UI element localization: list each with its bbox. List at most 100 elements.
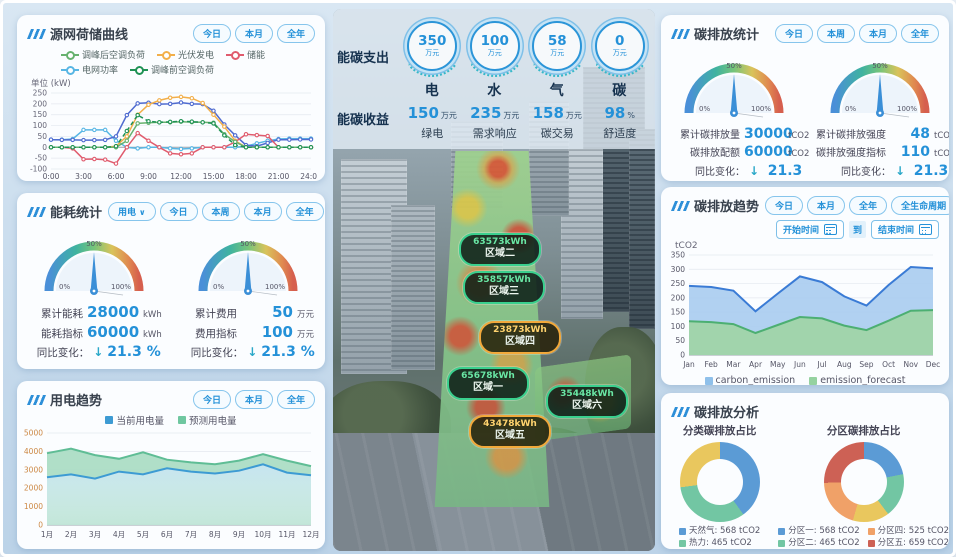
revenue-item: 98% 舒适度 <box>589 103 652 141</box>
svg-text:18:00: 18:00 <box>235 172 257 181</box>
time-filter-button[interactable]: 今日 <box>192 390 231 409</box>
time-filter-button[interactable]: 全生命周期 <box>891 196 949 215</box>
stat-value: 30000 <box>744 126 793 142</box>
energy-type-dropdown[interactable]: 用电 ∨ <box>108 202 156 221</box>
revenue-unit: 万元 <box>565 111 582 120</box>
panel-title: 源网荷储曲线 <box>50 28 129 43</box>
panel-title-icon <box>670 406 691 417</box>
svg-text:50%: 50% <box>240 240 256 248</box>
yoy-row: 同比变化：↓21.3 % <box>21 343 167 361</box>
svg-text:3:00: 3:00 <box>75 172 92 181</box>
svg-text:3000: 3000 <box>24 465 43 474</box>
svg-text:8月: 8月 <box>209 530 221 539</box>
time-filter-button[interactable]: 本月 <box>234 390 273 409</box>
expense-items: 350 万元电 100 万元水 58 万元气 0 万元碳 <box>401 21 651 100</box>
date-to-label: 到 <box>848 221 866 238</box>
legend-item[interactable]: emission_forecast <box>809 375 905 385</box>
time-filter-button[interactable]: 全年 <box>276 24 315 43</box>
expense-value: 350 <box>418 33 447 50</box>
revenue-value: 150 <box>407 104 439 122</box>
time-filter-button[interactable]: 本月 <box>234 24 273 43</box>
svg-text:9月: 9月 <box>233 530 245 539</box>
time-filter-button[interactable]: 本周 <box>201 202 240 221</box>
legend-label: 储能 <box>247 51 266 61</box>
yoy-value: 21.3 % <box>261 343 315 360</box>
square-legend-marker <box>778 527 786 535</box>
stat-label: 累计碳排放强度 <box>816 130 886 141</box>
time-filter-button[interactable]: 今日 <box>159 202 198 221</box>
yoy-row: 同比变化：↓21.3 % <box>661 162 807 181</box>
start-date-input[interactable]: 开始时间 <box>775 220 844 239</box>
chevron-down-icon: ∨ <box>139 208 146 217</box>
svg-text:150: 150 <box>671 308 686 317</box>
svg-text:5月: 5月 <box>137 530 149 539</box>
svg-text:21:00: 21:00 <box>268 172 290 181</box>
gauge-chart: 0% 50% 100% <box>830 62 930 118</box>
time-filter-button[interactable]: 全年 <box>285 202 324 221</box>
end-date-input[interactable]: 结束时间 <box>870 220 939 239</box>
time-filter-button[interactable]: 全年 <box>276 390 315 409</box>
legend-item[interactable]: 光伏发电 <box>157 48 214 61</box>
time-filter-button[interactable]: 本月 <box>807 196 846 215</box>
time-filter-button[interactable]: 今日 <box>774 24 813 43</box>
svg-text:0%: 0% <box>845 105 856 113</box>
square-legend-marker <box>678 539 686 547</box>
revenue-row-label: 能碳收益 <box>337 113 390 128</box>
legend-label: 分区五: 659 tCO2 <box>877 538 949 549</box>
revenue-unit: 万元 <box>440 111 457 120</box>
gauge-block: 0% 50% 100% 累计费用 50 万元 费用指标 100 万元 同比变化： ↓ 21.3 % <box>175 227 321 361</box>
legend-item[interactable]: 电网功率 <box>61 63 118 76</box>
revenue-value-row: 158 万元 <box>526 103 589 122</box>
chart-legend: 当前用电量 预测用电量 <box>17 411 325 427</box>
square-legend-marker <box>178 416 186 424</box>
square-legend-marker <box>778 539 786 547</box>
svg-text:0%: 0% <box>213 283 224 291</box>
time-filter-button[interactable]: 今日 <box>765 196 804 215</box>
calendar-icon <box>919 224 932 235</box>
line-legend-marker <box>61 65 79 75</box>
zone-energy-value: 23873kWh <box>493 325 547 335</box>
carbon-trend-area-chart: 0 50 100 150 200 250 300 350 Jan Feb Mar Apr May Jun J… <box>671 251 941 370</box>
energy-carbon-revenue-row: 能碳收益 150 万元 绿电 235 万元 需求响应 158 万元 碳交易 98% 舒适度 <box>337 103 651 141</box>
revenue-value: 235 <box>470 104 502 122</box>
time-filter-button[interactable]: 今日 <box>192 24 231 43</box>
time-filter-button[interactable]: 全年 <box>849 196 888 215</box>
svg-text:6:00: 6:00 <box>108 172 125 181</box>
revenue-value: 158 <box>532 104 564 122</box>
zone-label: 63573kWh 区域二 <box>459 233 541 266</box>
panel-title: 碳排放分析 <box>694 406 760 421</box>
panel-energy-stats: 能耗统计 用电 ∨ 今日 本周 本月 全年 0% 50% 100% 累计能耗 28000 kWh 能耗… <box>17 193 325 369</box>
stat-row: 累计费用 50 万元 <box>175 303 321 323</box>
panel-title-icon <box>26 206 47 217</box>
legend-item[interactable]: 调峰后空调负荷 <box>61 48 145 61</box>
svg-text:0: 0 <box>680 351 685 360</box>
panel-header: 能耗统计 用电 ∨ 今日 本周 本月 全年 <box>17 193 325 223</box>
donut-legend-item: 分区五: 659 tCO2 <box>867 537 949 549</box>
revenue-name: 绿电 <box>421 127 444 140</box>
time-filter-group: 今日 本周 本月 全年 <box>774 24 939 43</box>
svg-text:1000: 1000 <box>24 502 43 511</box>
legend-item[interactable]: 当前用电量 <box>105 413 164 427</box>
time-filter-button[interactable]: 全年 <box>900 24 939 43</box>
revenue-value: 98 <box>604 104 626 122</box>
expense-unit: 万元 <box>550 48 565 57</box>
zone-name: 区域六 <box>572 400 602 412</box>
time-filter-button[interactable]: 本周 <box>816 24 855 43</box>
yoy-label: 同比变化： <box>841 166 891 178</box>
legend-label: 光伏发电 <box>178 51 215 61</box>
chart-legend: 调峰后空调负荷 光伏发电 储能电网功率 调峰前空调负荷 <box>17 45 325 76</box>
revenue-item: 158 万元 碳交易 <box>526 103 589 141</box>
time-filter-button[interactable]: 本月 <box>858 24 897 43</box>
gauge-block: 0% 50% 100% 累计碳排放量 30000 tCO2 碳排放配额 60000 tCO2 同比… <box>661 49 809 181</box>
time-filter-button[interactable]: 本月 <box>243 202 282 221</box>
stat-value: 60000 <box>87 322 140 341</box>
legend-item[interactable]: 预测用电量 <box>178 413 237 427</box>
legend-item[interactable]: carbon_emission <box>704 375 795 385</box>
svg-text:Apr: Apr <box>749 360 763 369</box>
legend-item[interactable]: 调峰前空调负荷 <box>130 63 214 76</box>
svg-text:200: 200 <box>33 99 48 108</box>
line-legend-marker <box>157 50 176 60</box>
legend-item[interactable]: 储能 <box>226 48 265 61</box>
stat-label: 费用指标 <box>195 327 237 340</box>
